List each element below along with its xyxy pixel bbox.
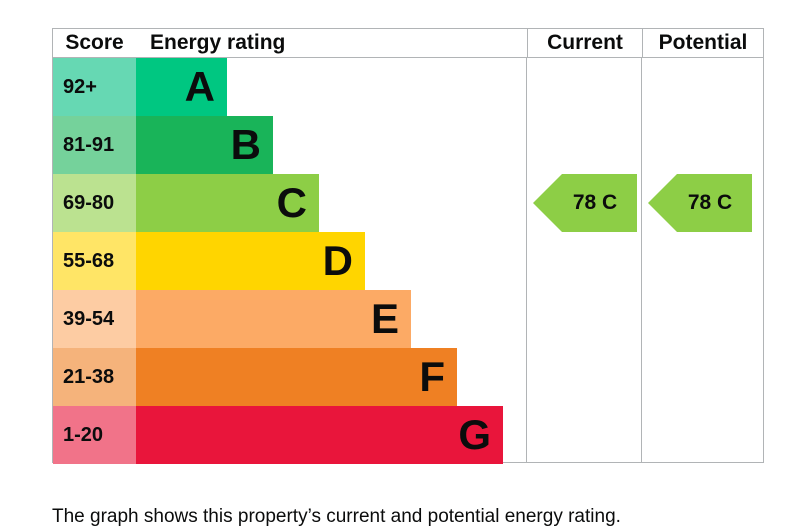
score-range-d: 55-68 [53,232,136,290]
current-header: Current [527,29,642,57]
current-column-divider [526,57,527,462]
score-range-e: 39-54 [53,290,136,348]
score-range-a: 92+ [53,58,136,116]
score-range-g: 1-20 [53,406,136,464]
energy-rating-chart: Score Energy rating Current Potential 92… [52,28,764,464]
rating-bar-c: C [136,174,319,232]
rating-bar-e: E [136,290,411,348]
rating-bar-b: B [136,116,273,174]
rating-bar-d: D [136,232,365,290]
current-rating-label: 78 C [572,191,618,214]
score-range-f: 21-38 [53,348,136,406]
chart-caption: The graph shows this property’s current … [52,506,621,527]
energy-rating-header: Energy rating [150,31,286,54]
current-rating-arrow: 78 C [533,174,637,232]
rating-bar-a: A [136,58,227,116]
score-range-c: 69-80 [53,174,136,232]
score-range-b: 81-91 [53,116,136,174]
potential-column-divider [641,57,642,462]
potential-rating-label: 78 C [687,191,733,214]
header-divider [53,57,763,58]
potential-header: Potential [642,29,763,57]
potential-rating-arrow: 78 C [648,174,752,232]
rating-bar-g: G [136,406,503,464]
rating-bar-f: F [136,348,457,406]
score-header: Score [65,31,124,54]
